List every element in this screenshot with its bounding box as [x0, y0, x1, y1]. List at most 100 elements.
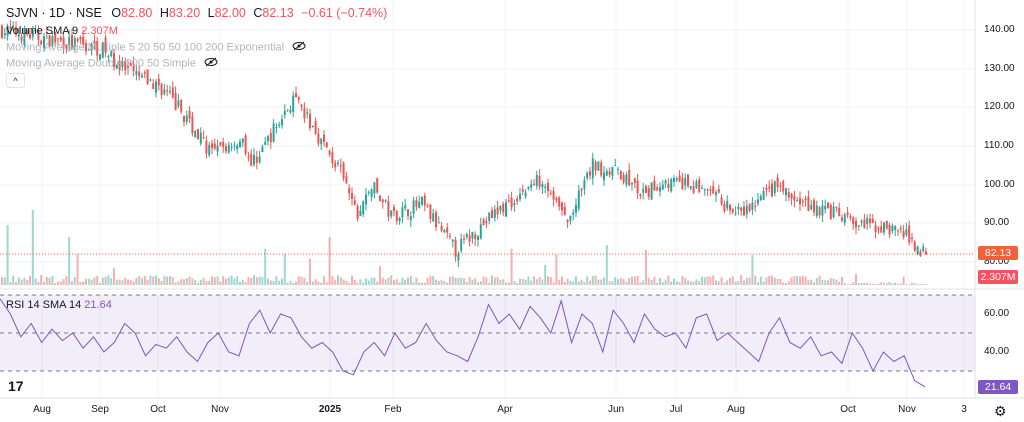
volume-bar [236, 276, 239, 285]
rsi-legend[interactable]: RSI 14 SMA 14 21.64 [6, 299, 112, 311]
candle-body [474, 234, 477, 240]
candle-body [26, 31, 29, 35]
volume-bar [463, 278, 465, 285]
volume-bar [208, 280, 211, 285]
volume-bar [888, 282, 891, 285]
candle-body [698, 179, 701, 192]
candle-body [393, 207, 395, 212]
candle-body [113, 53, 115, 67]
candle-body [202, 137, 205, 139]
volume-bar [569, 280, 572, 285]
volume-bar [925, 284, 927, 285]
candle-body [129, 63, 132, 66]
time-tick: Oct [840, 404, 856, 415]
volume-bar [507, 282, 510, 285]
settings-gear-icon[interactable]: ⚙ [994, 403, 1007, 419]
collapse-legend-button[interactable]: ^ [6, 73, 25, 88]
volume-bar [885, 283, 888, 285]
volume-bar [737, 281, 740, 285]
price-tick: 80.00 [984, 256, 1010, 267]
volume-bar [477, 282, 479, 285]
candle-body [241, 138, 244, 143]
ma-multiple-legend[interactable]: Moving Average Multiple 5 20 50 50 100 2… [6, 41, 306, 54]
volume-bar [748, 277, 751, 285]
volume-bar [345, 280, 348, 285]
candle-body [600, 162, 603, 176]
volume-bar [51, 275, 54, 285]
ma-double-legend[interactable]: Moving Average Double 200 50 Simple [6, 57, 218, 70]
volume-bar [913, 283, 916, 285]
candle-body [701, 187, 703, 189]
volume-bar [586, 276, 589, 285]
volume-bar [342, 279, 345, 285]
candle-body [289, 110, 292, 113]
candle-body [538, 175, 541, 187]
volume-bar [225, 278, 227, 285]
volume-bar [239, 281, 241, 285]
volume-bar [757, 282, 759, 285]
candle-body [9, 26, 12, 29]
volume-bar [370, 277, 373, 285]
candle-body [101, 42, 104, 58]
candle-body [916, 246, 919, 255]
volume-bar [589, 280, 591, 285]
candle-body [79, 37, 82, 40]
symbol-title[interactable]: SJVN · 1D · NSE [6, 6, 102, 20]
candle-body [675, 178, 678, 180]
volume-bar [779, 278, 782, 285]
candle-body [73, 38, 76, 47]
candle-body [409, 216, 412, 221]
candle-body [71, 34, 73, 48]
volume-bar [488, 282, 491, 285]
eye-hidden-icon[interactable] [204, 57, 218, 70]
tradingview-logo[interactable]: 17 [8, 378, 24, 394]
high-value: 83.20 [168, 6, 201, 20]
candle-body [334, 162, 337, 168]
volume-bar [482, 276, 485, 285]
volume-bar [421, 282, 423, 285]
volume-bar [267, 278, 269, 285]
candle-body [516, 198, 519, 202]
candle-body [645, 185, 647, 193]
candle-body [233, 145, 236, 147]
volume-bar [152, 276, 155, 285]
volume-bar [471, 279, 474, 285]
candle-body [286, 109, 289, 111]
candle-body [421, 196, 423, 205]
candle-body [911, 237, 913, 240]
candle-body [381, 199, 384, 203]
volume-bar [169, 276, 171, 285]
candle-body [435, 212, 437, 228]
volume-bar [269, 280, 272, 285]
volume-bar [726, 280, 729, 285]
volume-bar [491, 275, 493, 285]
volume-bar [787, 281, 790, 285]
candle-body [314, 121, 317, 134]
volume-bar [530, 280, 533, 285]
candle-body [625, 174, 628, 185]
candle-body [855, 220, 857, 228]
candle-body [897, 230, 899, 232]
volume-bar [521, 279, 524, 285]
volume-bar [412, 282, 415, 285]
candle-body [591, 158, 594, 179]
volume-bar [782, 282, 785, 285]
candle-body [135, 70, 138, 75]
volume-bar [211, 276, 213, 285]
eye-hidden-icon[interactable] [292, 41, 306, 54]
candle-body [681, 177, 684, 189]
candle-body [407, 209, 409, 216]
volume-bar [314, 279, 317, 285]
candle-body [597, 161, 600, 171]
candle-body [281, 119, 283, 126]
candle-body [561, 202, 563, 211]
volume-bar [642, 280, 645, 285]
candle-body [684, 178, 687, 186]
volume-bar [404, 280, 407, 285]
volume-bar [289, 280, 292, 285]
volume-bar [902, 276, 905, 285]
volume-indicator-legend[interactable]: Volume SMA 9 2.307M [6, 25, 118, 37]
candle-body [547, 182, 549, 192]
volume-bar [432, 275, 435, 285]
